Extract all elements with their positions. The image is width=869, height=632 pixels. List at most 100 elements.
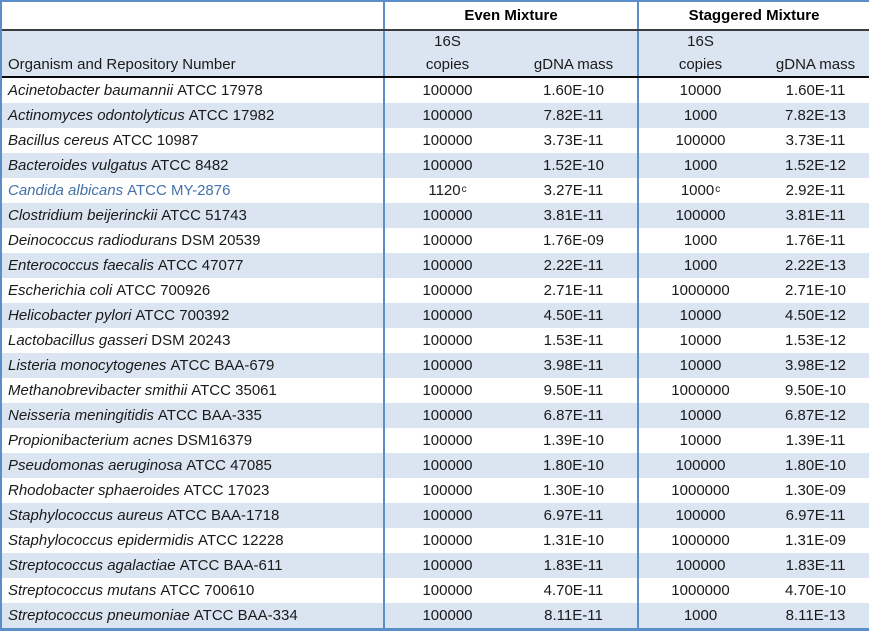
repository-number: ATCC BAA-335: [157, 407, 262, 424]
organism-cell: Streptococcus mutans ATCC 700610: [2, 578, 383, 603]
staggered-gdna-mass-cell: 6.87E-12: [785, 407, 846, 424]
copies-label: copies: [425, 56, 470, 73]
repository-number: ATCC 51743: [161, 207, 247, 224]
staggered-gdna-mass-cell: 1.83E-11: [785, 557, 846, 574]
repository-number: ATCC BAA-611: [179, 557, 283, 574]
organism-cell: Streptococcus pneumoniae ATCC BAA-334: [2, 603, 383, 628]
repository-number: ATCC 700926: [116, 282, 211, 299]
species-name: Methanobrevibacter smithii: [8, 382, 188, 399]
staggered-mixture-header: Staggered Mixture: [637, 2, 869, 29]
table-row: Helicobacter pylori ATCC 700392 100000 4.50…: [2, 303, 869, 328]
table-row: Acinetobacter baumannii ATCC 17978 100000 1…: [2, 78, 869, 103]
staggered-gdna-mass-cell: 7.82E-13: [785, 107, 846, 124]
species-name: Rhodobacter sphaeroides: [8, 482, 180, 499]
table-row: Listeria monocytogenes ATCC BAA-679 100000…: [2, 353, 869, 378]
staggered-16s-copies-cell: 10000: [637, 403, 762, 428]
repository-number: ATCC BAA-679: [170, 357, 275, 374]
staggered-16s-copies-cell: 10000: [637, 428, 762, 453]
even-16s-copies-cell: 100000: [383, 453, 510, 478]
staggered-gdna-mass-cell: 4.50E-12: [785, 307, 846, 324]
even-gdna-mass-header: gDNA mass: [533, 56, 614, 73]
even-16s-copies-cell: 100000: [383, 528, 510, 553]
table-row: Candida albicans ATCC MY-2876 1120 c 3.27E-1…: [2, 178, 869, 203]
staggered-gdna-mass-cell: 1.80E-10: [785, 457, 846, 474]
table-row: Streptococcus pneumoniae ATCC BAA-334 1000…: [2, 603, 869, 628]
even-16s-copies-cell: 100000: [383, 103, 510, 128]
staggered-16s-copies-cell: 10000: [637, 78, 762, 103]
even-gdna-mass-cell: 1.83E-11: [543, 557, 604, 574]
repository-number: ATCC 700392: [135, 307, 230, 324]
even-gdna-mass-cell: 4.70E-11: [543, 582, 604, 599]
species-name: Neisseria meningitidis: [8, 407, 154, 424]
empty-corner-cell: [2, 2, 383, 29]
staggered-gdna-mass-cell: 1.30E-09: [785, 482, 846, 499]
staggered-16s-copies-cell: 100000: [637, 453, 762, 478]
16s-label: 16S: [687, 33, 714, 50]
organism-cell: Rhodobacter sphaeroides ATCC 17023: [2, 478, 383, 503]
staggered-16s-copies-cell: 1000000: [637, 528, 762, 553]
staggered-16s-copies-cell: 10000: [637, 353, 762, 378]
species-name: Bacillus cereus: [8, 132, 109, 149]
repository-number: DSM 20539: [181, 232, 261, 249]
organism-cell: Listeria monocytogenes ATCC BAA-679: [2, 353, 383, 378]
repository-number: ATCC 17023: [183, 482, 270, 499]
staggered-16s-copies-cell: 1000: [637, 603, 762, 628]
repository-number: ATCC 17978: [177, 82, 263, 99]
table-row: Actinomyces odontolyticus ATCC 17982 10000…: [2, 103, 869, 128]
even-gdna-mass-cell: 1.76E-09: [543, 232, 604, 249]
organism-cell: Clostridium beijerinckii ATCC 51743: [2, 203, 383, 228]
repository-number: ATCC 47077: [157, 257, 244, 274]
organism-cell: Staphylococcus epidermidis ATCC 12228: [2, 528, 383, 553]
staggered-16s-copies-cell: 1000000: [637, 378, 762, 403]
staggered-gdna-mass-cell: 3.73E-11: [785, 132, 846, 149]
even-gdna-mass-cell: 1.52E-10: [543, 157, 604, 174]
species-name: Helicobacter pylori: [8, 307, 132, 324]
even-gdna-mass-cell: 3.27E-11: [543, 182, 604, 199]
staggered-gdna-mass-cell: 1.76E-11: [785, 232, 846, 249]
staggered-16s-copies-cell: 100000: [637, 503, 762, 528]
staggered-gdna-mass-cell: 1.53E-12: [785, 332, 846, 349]
table-row: Lactobacillus gasseri DSM 20243 100000 1.53…: [2, 328, 869, 353]
staggered-gdna-mass-cell: 6.97E-11: [785, 507, 846, 524]
even-gdna-mass-cell: 9.50E-11: [543, 382, 604, 399]
even-gdna-mass-cell: 1.60E-10: [543, 82, 604, 99]
table-row: Staphylococcus epidermidis ATCC 12228 1000…: [2, 528, 869, 553]
staggered-16s-copies-cell: 1000000: [637, 578, 762, 603]
table-row: Neisseria meningitidis ATCC BAA-335 100000…: [2, 403, 869, 428]
table-row: Staphylococcus aureus ATCC BAA-1718 100000…: [2, 503, 869, 528]
repository-number: DSM 20243: [151, 332, 231, 349]
even-16s-copies-cell: 100000: [383, 503, 510, 528]
species-name: Clostridium beijerinckii: [8, 207, 158, 224]
species-name: Pseudomonas aeruginosa: [8, 457, 183, 474]
staggered-16s-copies-cell: 1000: [637, 253, 762, 278]
organism-cell: Methanobrevibacter smithii ATCC 35061: [2, 378, 383, 403]
copies-label: copies: [678, 56, 723, 73]
even-gdna-mass-cell: 1.39E-10: [543, 432, 604, 449]
species-name: Lactobacillus gasseri: [8, 332, 148, 349]
table-row: Enterococcus faecalis ATCC 47077 100000 2.2…: [2, 253, 869, 278]
species-name: Streptococcus pneumoniae: [8, 607, 190, 624]
even-gdna-mass-cell: 1.80E-10: [543, 457, 604, 474]
even-gdna-mass-cell: 3.81E-11: [543, 207, 604, 224]
staggered-16s-copies-cell: 100000: [637, 128, 762, 153]
species-name: Escherichia coli: [8, 282, 113, 299]
even-16s-copies-cell: 100000: [383, 553, 510, 578]
column-header-row: Organism and Repository Number 16S copie…: [2, 31, 869, 78]
table-row: Streptococcus mutans ATCC 700610 100000 4.7…: [2, 578, 869, 603]
repository-number: DSM16379: [177, 432, 253, 449]
organism-cell: Bacillus cereus ATCC 10987: [2, 128, 383, 153]
table-row: Pseudomonas aeruginosa ATCC 47085 100000 1.…: [2, 453, 869, 478]
organism-column-header: Organism and Repository Number: [8, 56, 236, 73]
staggered-gdna-mass-cell: 9.50E-10: [785, 382, 846, 399]
repository-number: ATCC 10987: [112, 132, 199, 149]
species-name: Streptococcus agalactiae: [8, 557, 176, 574]
staggered-gdna-mass-cell: 2.22E-13: [785, 257, 846, 274]
staggered-gdna-mass-cell: 2.71E-10: [785, 282, 846, 299]
organism-cell: Helicobacter pylori ATCC 700392: [2, 303, 383, 328]
even-gdna-mass-cell: 6.97E-11: [543, 507, 604, 524]
staggered-16s-copies-cell: 1000: [637, 153, 762, 178]
even-gdna-mass-cell: 3.98E-11: [543, 357, 604, 374]
table-row: Clostridium beijerinckii ATCC 51743 100000…: [2, 203, 869, 228]
table-body: Acinetobacter baumannii ATCC 17978 100000 1…: [2, 78, 869, 628]
even-16s-copies-cell: 100000: [383, 378, 510, 403]
